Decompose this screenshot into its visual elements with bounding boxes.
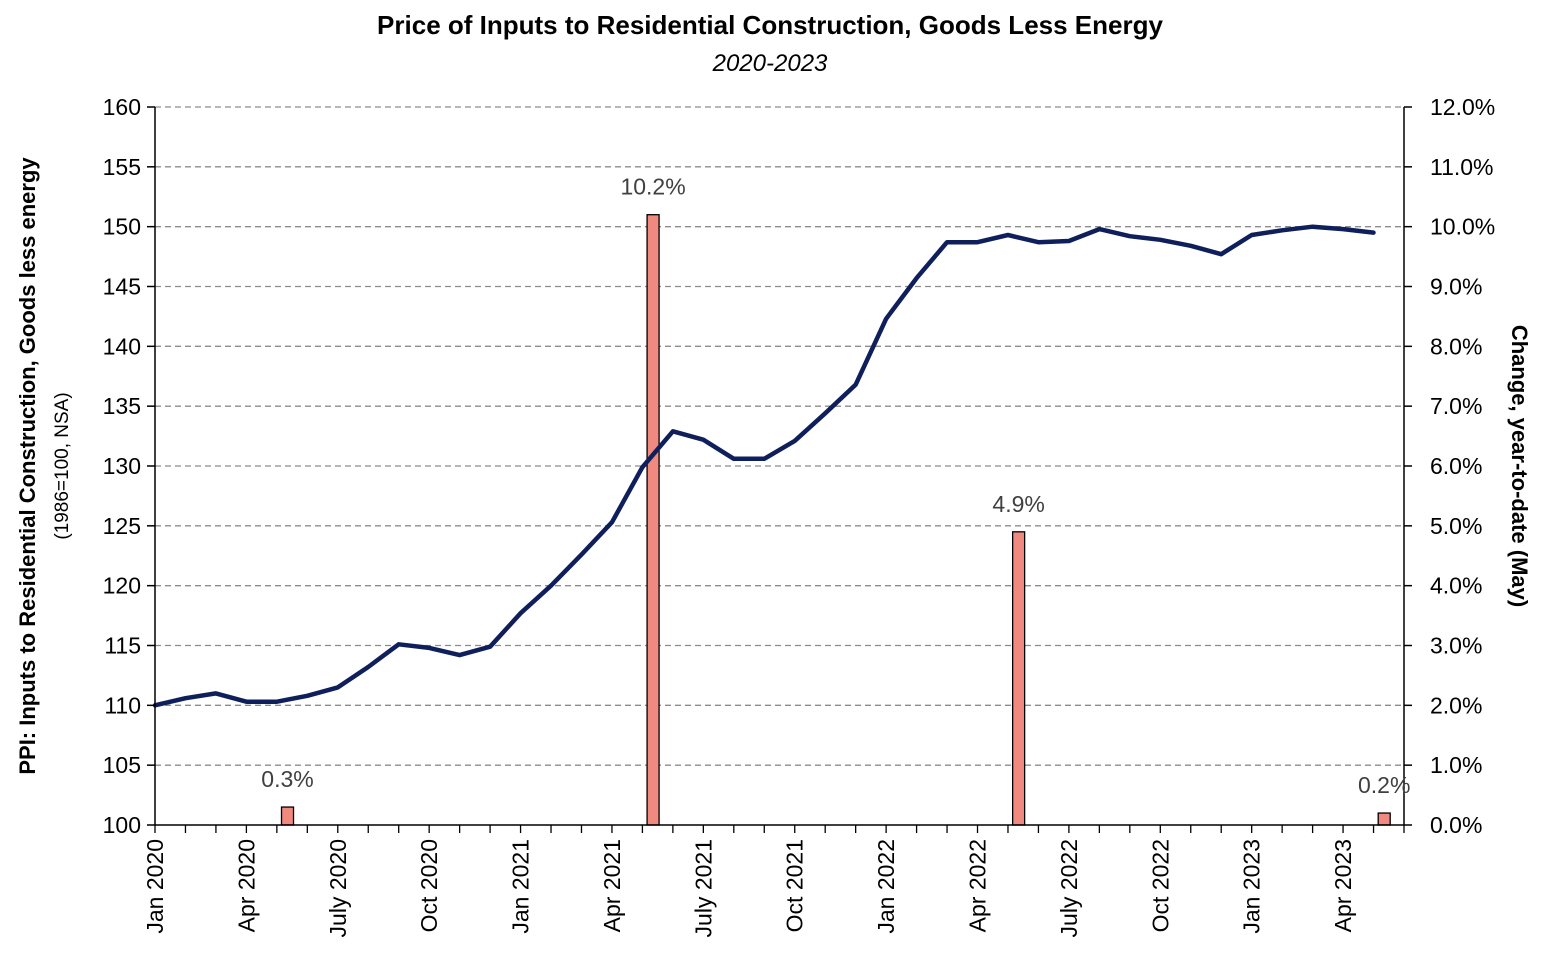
line-point <box>946 241 948 243</box>
gridlines <box>155 106 1404 766</box>
line-point <box>459 654 461 656</box>
labels-layer: 100 105 110 115 120 125 130 135 140 145 150 155 160 0… <box>103 94 1496 937</box>
line-point <box>1312 226 1314 228</box>
y-tick-label: 125 <box>103 513 141 539</box>
y2-tick-label: 9.0% <box>1430 274 1482 300</box>
line-point <box>520 612 522 614</box>
y2-tick-label: 1.0% <box>1430 752 1482 778</box>
line-point <box>215 692 217 694</box>
line-point <box>1220 253 1222 255</box>
x-tick-label: Apr 2023 <box>1330 839 1356 932</box>
line-point <box>1342 228 1344 230</box>
y-tick-label: 110 <box>104 692 141 718</box>
line-point <box>1159 239 1161 241</box>
bar <box>280 806 295 826</box>
y2-axis-label: Change, year-to-date (May) <box>1507 325 1532 607</box>
x-tick-label: July 2021 <box>690 839 716 937</box>
y2-tick-label: 5.0% <box>1430 513 1482 539</box>
line-point <box>1373 232 1375 234</box>
line-point <box>367 666 369 668</box>
y2-tick-label: 6.0% <box>1430 453 1482 479</box>
line-point <box>276 701 278 703</box>
line-point <box>763 458 765 460</box>
y2-tick-label: 11.0% <box>1430 154 1494 180</box>
bar-data-label: 10.2% <box>620 174 685 200</box>
y2-tick-label: 0.0% <box>1430 812 1482 838</box>
bar <box>646 214 660 826</box>
line-point <box>824 412 826 414</box>
line-point <box>489 646 491 648</box>
x-tick-label: Oct 2022 <box>1147 839 1173 932</box>
line-point <box>672 430 674 432</box>
y-tick-label: 150 <box>103 214 141 240</box>
line-point <box>794 440 796 442</box>
y-tick-label: 135 <box>103 393 141 419</box>
line-point <box>1007 234 1009 236</box>
y-tick-label: 140 <box>103 333 141 359</box>
y-tick-label: 145 <box>103 274 141 300</box>
line-point <box>1068 240 1070 242</box>
y-tick-label: 160 <box>103 94 141 120</box>
line-point <box>1098 228 1100 230</box>
x-tick-label: July 2022 <box>1056 839 1082 937</box>
y2-tick-label: 8.0% <box>1430 333 1482 359</box>
y2-tick-label: 2.0% <box>1430 692 1482 718</box>
line-point <box>855 384 857 386</box>
bars-layer <box>280 214 1391 826</box>
line-point <box>1281 229 1283 231</box>
y2-tick-label: 4.0% <box>1430 573 1482 599</box>
line-point <box>184 697 186 699</box>
bar-data-label: 0.3% <box>261 766 313 792</box>
bar <box>1011 531 1026 826</box>
axes-layer <box>147 106 1412 833</box>
x-tick-label: Apr 2022 <box>965 839 991 932</box>
chart-title: Price of Inputs to Residential Construct… <box>377 10 1163 40</box>
line-layer <box>152 224 1376 708</box>
x-tick-label: Apr 2021 <box>599 839 625 932</box>
line-point <box>245 701 247 703</box>
line-point <box>1251 234 1253 236</box>
y-tick-label: 100 <box>103 812 141 838</box>
bar-data-label: 0.2% <box>1358 772 1410 798</box>
line-point <box>702 439 704 441</box>
line-point <box>550 585 552 587</box>
y2-tick-label: 7.0% <box>1430 393 1482 419</box>
y-axis-label: PPI: Inputs to Residential Construction,… <box>15 157 40 775</box>
line-point <box>398 643 400 645</box>
line-point <box>611 521 613 523</box>
line-point <box>1129 235 1131 237</box>
line-point <box>1037 241 1039 243</box>
x-tick-label: Jan 2021 <box>508 839 534 934</box>
line-point <box>641 466 643 468</box>
x-tick-label: July 2020 <box>325 839 351 937</box>
x-tick-label: Oct 2020 <box>416 839 442 932</box>
line-point <box>580 554 582 556</box>
y2-tick-label: 3.0% <box>1430 633 1482 659</box>
y-tick-label: 155 <box>103 154 141 180</box>
x-tick-label: Oct 2021 <box>782 839 808 932</box>
line-point <box>428 647 430 649</box>
line-point <box>337 686 339 688</box>
y2-tick-label: 12.0% <box>1430 94 1495 120</box>
line-point <box>885 318 887 320</box>
y-axis-sublabel: (1986=100, NSA) <box>52 392 73 539</box>
line-point <box>306 695 308 697</box>
chart-subtitle: 2020-2023 <box>712 50 828 77</box>
x-tick-label: Jan 2020 <box>142 839 168 934</box>
x-tick-label: Apr 2020 <box>233 839 259 932</box>
y-tick-label: 120 <box>103 573 141 599</box>
x-tick-label: Jan 2023 <box>1239 839 1265 934</box>
line-point <box>916 277 918 279</box>
y-tick-label: 105 <box>103 752 141 778</box>
y2-tick-label: 10.0% <box>1430 214 1495 240</box>
y-tick-label: 115 <box>104 633 141 659</box>
bar <box>1377 812 1391 826</box>
bar-data-label: 4.9% <box>992 491 1044 517</box>
y-tick-label: 130 <box>103 453 141 479</box>
line-point <box>733 458 735 460</box>
line-point <box>1190 245 1192 247</box>
x-tick-label: Jan 2022 <box>873 839 899 934</box>
line-point <box>977 241 979 243</box>
